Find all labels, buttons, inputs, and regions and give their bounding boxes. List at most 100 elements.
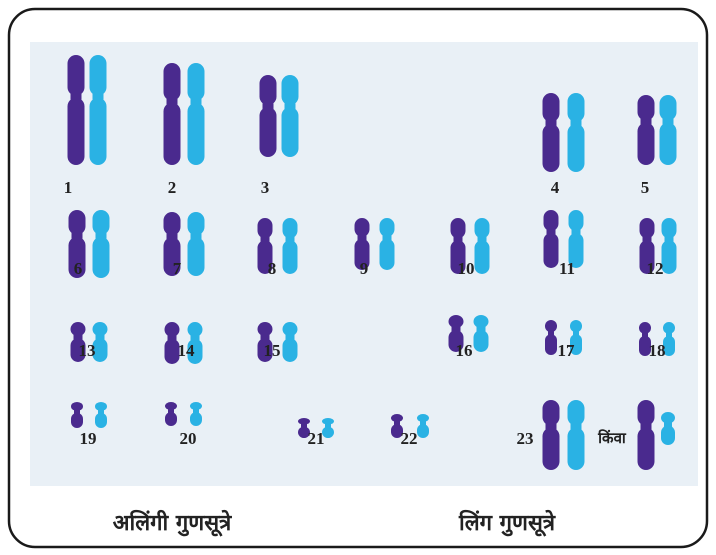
chromosome-arm <box>69 210 86 235</box>
chromosome-arm <box>188 103 205 165</box>
autosomes-label: अलिंगी गुणसूत्रे <box>113 509 232 537</box>
karyotype-diagram: किंवा अलिंगी गुणसूत्रे लिंग गुणसूत्रे 12… <box>0 0 716 555</box>
chromosome-arm <box>282 75 299 105</box>
chromosome-arm <box>190 412 202 426</box>
chromosome-arm <box>95 413 107 428</box>
chromosome-arm <box>638 428 655 470</box>
chromosome-arm <box>451 218 466 238</box>
chromosome-arm <box>543 428 560 470</box>
centromere <box>664 422 672 428</box>
centromere <box>572 229 581 235</box>
chromosome-number: 19 <box>80 429 97 448</box>
chromosome-number: 3 <box>261 178 270 197</box>
chromosome-arm <box>662 218 677 238</box>
chromosome-number: 1 <box>64 178 73 197</box>
chromosome-arm <box>93 237 110 278</box>
chromosome-arm <box>90 98 107 165</box>
chromosome-arm <box>638 123 655 165</box>
chromosome-arm <box>258 322 273 336</box>
chromosome-arm <box>545 334 557 355</box>
centromere <box>263 103 274 109</box>
chromosome-number: 6 <box>74 259 83 278</box>
centromere <box>167 99 178 105</box>
chromosome-number: 2 <box>168 178 177 197</box>
centromere <box>665 236 674 242</box>
chromosome-number: 12 <box>647 259 664 278</box>
chromosome-number: 20 <box>180 429 197 448</box>
chromosome-arm <box>355 218 370 237</box>
centromere <box>93 94 104 100</box>
centromere <box>394 420 400 426</box>
centromere <box>643 236 652 242</box>
chromosome-number: 7 <box>173 259 182 278</box>
chromosome-arm <box>569 210 584 231</box>
centromere <box>420 420 426 426</box>
chromosome-arm <box>568 93 585 122</box>
chromosome-arm <box>543 400 560 426</box>
chromosome-arm <box>474 330 489 352</box>
centromere <box>301 423 307 429</box>
centromere <box>74 409 80 415</box>
centromere <box>573 330 579 336</box>
chromosome-arm <box>260 75 277 105</box>
chromosome-arm <box>380 239 395 270</box>
centromere <box>383 235 392 241</box>
centromere <box>96 233 107 239</box>
chromosome-arm <box>90 55 107 96</box>
centromere <box>167 233 178 239</box>
centromere <box>98 409 104 415</box>
centromere <box>478 236 487 242</box>
chromosome-arm <box>568 428 585 470</box>
centromere <box>286 334 295 340</box>
chromosome-number: 18 <box>649 341 666 360</box>
chromosome-number: 17 <box>558 341 576 360</box>
chromosome-arm <box>71 413 83 428</box>
chromosome-arm <box>93 210 110 235</box>
chromosome-number: 21 <box>308 429 325 448</box>
centromere <box>96 334 105 340</box>
chromosome-number: 16 <box>456 341 473 360</box>
chromosome-arm <box>93 322 108 336</box>
centromere <box>454 236 463 242</box>
centromere <box>261 334 270 340</box>
chromosome-arm <box>544 233 559 268</box>
centromere <box>74 334 83 340</box>
centromere <box>358 235 367 241</box>
centromere <box>663 119 674 125</box>
centromere <box>168 408 174 414</box>
chromosome-arm <box>640 218 655 238</box>
centromere <box>286 236 295 242</box>
chromosome-arm <box>568 400 585 426</box>
chromosome-arm <box>661 426 675 445</box>
chromosome-arm <box>68 98 85 165</box>
chromosome-arm <box>282 107 299 157</box>
chromosome-arm <box>260 107 277 157</box>
centromere <box>261 236 270 242</box>
centromere <box>641 424 652 430</box>
chromosome-number: 22 <box>401 429 418 448</box>
chromosome-arm <box>475 240 490 274</box>
chromosome-arm <box>283 218 298 238</box>
chromosome-arm <box>258 218 273 238</box>
chromosome-arm <box>165 322 180 337</box>
centromere <box>642 332 648 338</box>
chromosome-arm <box>188 212 205 235</box>
chromosome-arm <box>164 212 181 235</box>
centromere <box>477 326 486 332</box>
chromosome-arm <box>660 95 677 121</box>
centromere <box>547 229 556 235</box>
centromere <box>641 119 652 125</box>
chromosome-arm <box>380 218 395 237</box>
centromere <box>571 120 582 126</box>
chromosome-number: 5 <box>641 178 650 197</box>
chromosome-arm <box>543 93 560 122</box>
chromosome-arm <box>188 322 203 337</box>
chromosome-arm <box>544 210 559 231</box>
centromere <box>571 424 582 430</box>
chromosome-arm <box>283 322 298 336</box>
chromosome-arm <box>188 237 205 276</box>
centromere <box>71 94 82 100</box>
chromosome-arm <box>283 240 298 274</box>
centromere <box>548 330 554 336</box>
chromosome-arm <box>638 400 655 426</box>
